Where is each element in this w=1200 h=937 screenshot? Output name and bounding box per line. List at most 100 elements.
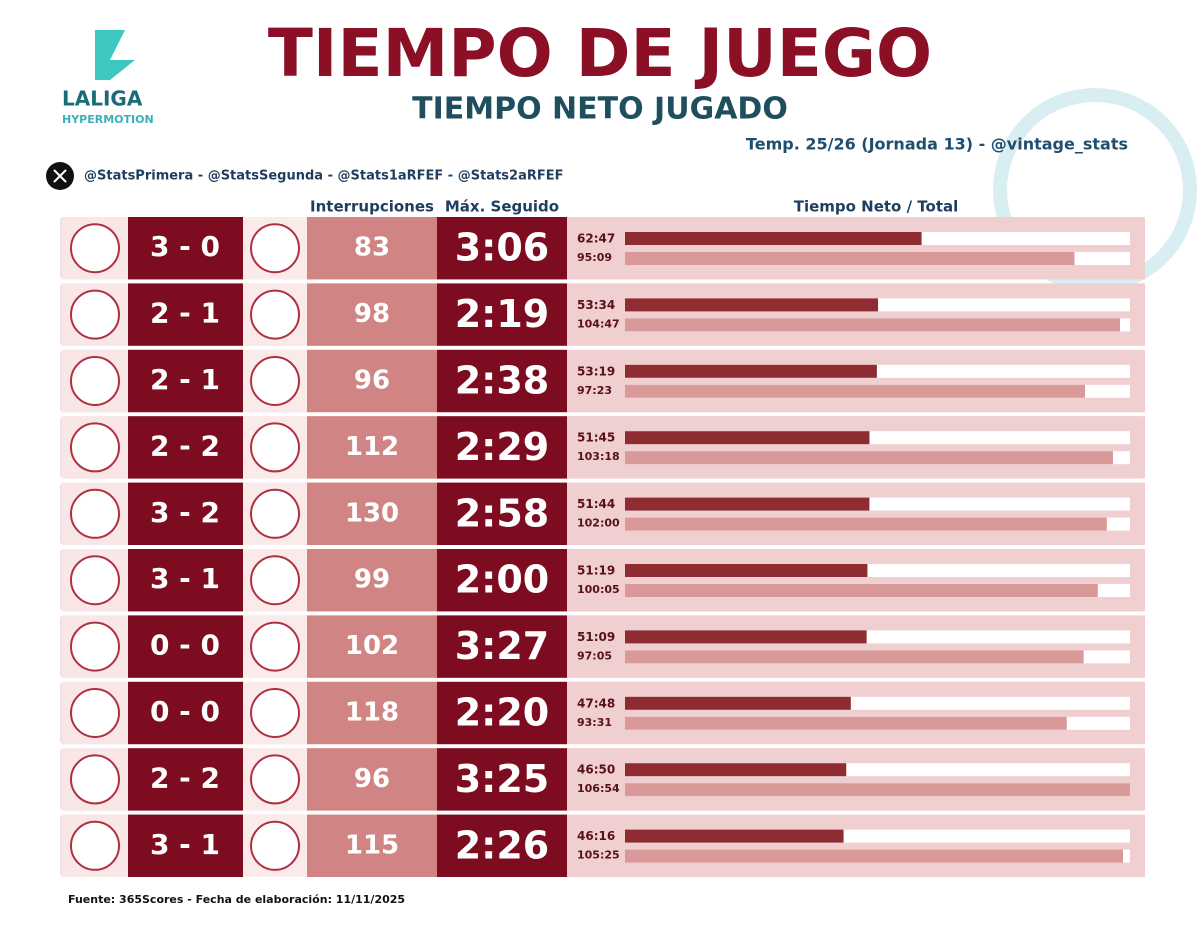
max-cell xyxy=(437,416,567,479)
title: TIEMPO DE JUEGO xyxy=(268,15,932,92)
int-cell xyxy=(307,615,437,678)
away-crest xyxy=(250,422,300,473)
int-cell xyxy=(307,814,437,877)
max-cell xyxy=(437,217,567,280)
int-cell xyxy=(307,681,437,745)
max-cell xyxy=(437,549,567,612)
total-bar xyxy=(625,517,1107,531)
score: 0 - 0 xyxy=(150,629,220,662)
net-bar xyxy=(625,829,844,843)
max-cell xyxy=(437,814,567,877)
score: 2 - 2 xyxy=(150,761,220,794)
home-crest xyxy=(70,289,120,340)
total-label: 97:23 xyxy=(577,384,612,397)
score: 2 - 1 xyxy=(150,363,220,396)
home-crest xyxy=(70,356,120,406)
score: 2 - 2 xyxy=(150,429,220,462)
score-cell xyxy=(128,681,243,745)
net-label: 51:09 xyxy=(577,630,615,644)
total-bar xyxy=(625,252,1075,265)
home-crest xyxy=(70,820,120,871)
away-crest xyxy=(250,488,300,539)
net-bar xyxy=(625,298,879,312)
away-crest xyxy=(250,621,300,672)
total-bar xyxy=(625,783,1130,797)
net-bar xyxy=(625,630,867,644)
score-cell xyxy=(128,416,243,479)
score-cell xyxy=(128,482,243,545)
net-bar xyxy=(625,232,922,245)
interruptions: 112 xyxy=(345,432,399,462)
interruptions: 118 xyxy=(345,698,399,728)
total-label: 104:47 xyxy=(577,317,620,330)
bar-cell xyxy=(567,615,1145,678)
net-bar xyxy=(625,497,870,511)
net-label: 51:44 xyxy=(577,497,615,511)
subtitle: TIEMPO NETO JUGADO xyxy=(412,92,788,127)
score: 3 - 1 xyxy=(150,562,220,595)
net-label: 51:45 xyxy=(577,431,615,445)
bar-cell xyxy=(567,482,1145,545)
col-header: Máx. Seguido xyxy=(445,198,559,216)
net-label: 51:19 xyxy=(577,564,615,578)
total-bar xyxy=(625,849,1123,863)
score: 3 - 1 xyxy=(150,828,220,861)
max-streak: 2:00 xyxy=(455,558,550,602)
total-label: 106:54 xyxy=(577,782,620,795)
score-cell xyxy=(128,615,243,678)
bar-cell xyxy=(567,283,1145,346)
total-label: 102:00 xyxy=(577,517,620,530)
score-cell xyxy=(128,549,243,612)
interruptions: 102 xyxy=(345,631,399,661)
net-bar xyxy=(625,763,847,777)
bar-cell xyxy=(567,416,1145,479)
max-cell xyxy=(437,349,567,413)
max-cell xyxy=(437,615,567,678)
home-crest xyxy=(70,422,120,473)
league-icon xyxy=(95,30,135,80)
interruptions: 96 xyxy=(354,366,390,396)
away-crest xyxy=(250,688,300,738)
bar-cell xyxy=(567,681,1145,745)
max-streak: 3:25 xyxy=(455,757,550,801)
league-sub: HYPERMOTION xyxy=(62,113,154,126)
total-bar xyxy=(625,584,1098,597)
net-label: 62:47 xyxy=(577,232,615,246)
total-label: 93:31 xyxy=(577,716,612,729)
home-crest xyxy=(70,488,120,539)
col-header: Tiempo Neto / Total xyxy=(794,198,959,216)
score-cell xyxy=(128,283,243,346)
interruptions: 99 xyxy=(354,565,390,595)
interruptions: 96 xyxy=(354,764,390,794)
net-bar xyxy=(625,431,870,445)
home-crest xyxy=(70,621,120,672)
home-crest xyxy=(70,223,120,274)
bar-cell xyxy=(567,814,1145,877)
score-cell xyxy=(128,748,243,811)
net-label: 46:16 xyxy=(577,829,615,843)
score: 3 - 2 xyxy=(150,496,220,529)
social: @StatsPrimera - @StatsSegunda - @Stats1a… xyxy=(84,169,564,184)
away-crest xyxy=(250,754,300,805)
max-streak: 2:29 xyxy=(455,425,550,469)
max-streak: 2:38 xyxy=(455,359,550,403)
total-bar xyxy=(625,451,1113,465)
net-bar xyxy=(625,364,877,378)
int-cell xyxy=(307,416,437,479)
interruptions: 115 xyxy=(345,830,399,860)
int-cell xyxy=(307,482,437,545)
bar-cell xyxy=(567,217,1145,280)
net-bar xyxy=(625,696,851,710)
home-crest xyxy=(70,754,120,805)
score: 3 - 0 xyxy=(150,230,220,263)
net-bar xyxy=(625,564,868,577)
interruptions: 98 xyxy=(354,299,390,329)
max-streak: 2:20 xyxy=(455,691,550,735)
int-cell xyxy=(307,349,437,413)
total-bar xyxy=(625,650,1084,664)
bar-cell xyxy=(567,748,1145,811)
max-cell xyxy=(437,482,567,545)
interruptions: 130 xyxy=(345,498,399,528)
score: 2 - 1 xyxy=(150,297,220,330)
